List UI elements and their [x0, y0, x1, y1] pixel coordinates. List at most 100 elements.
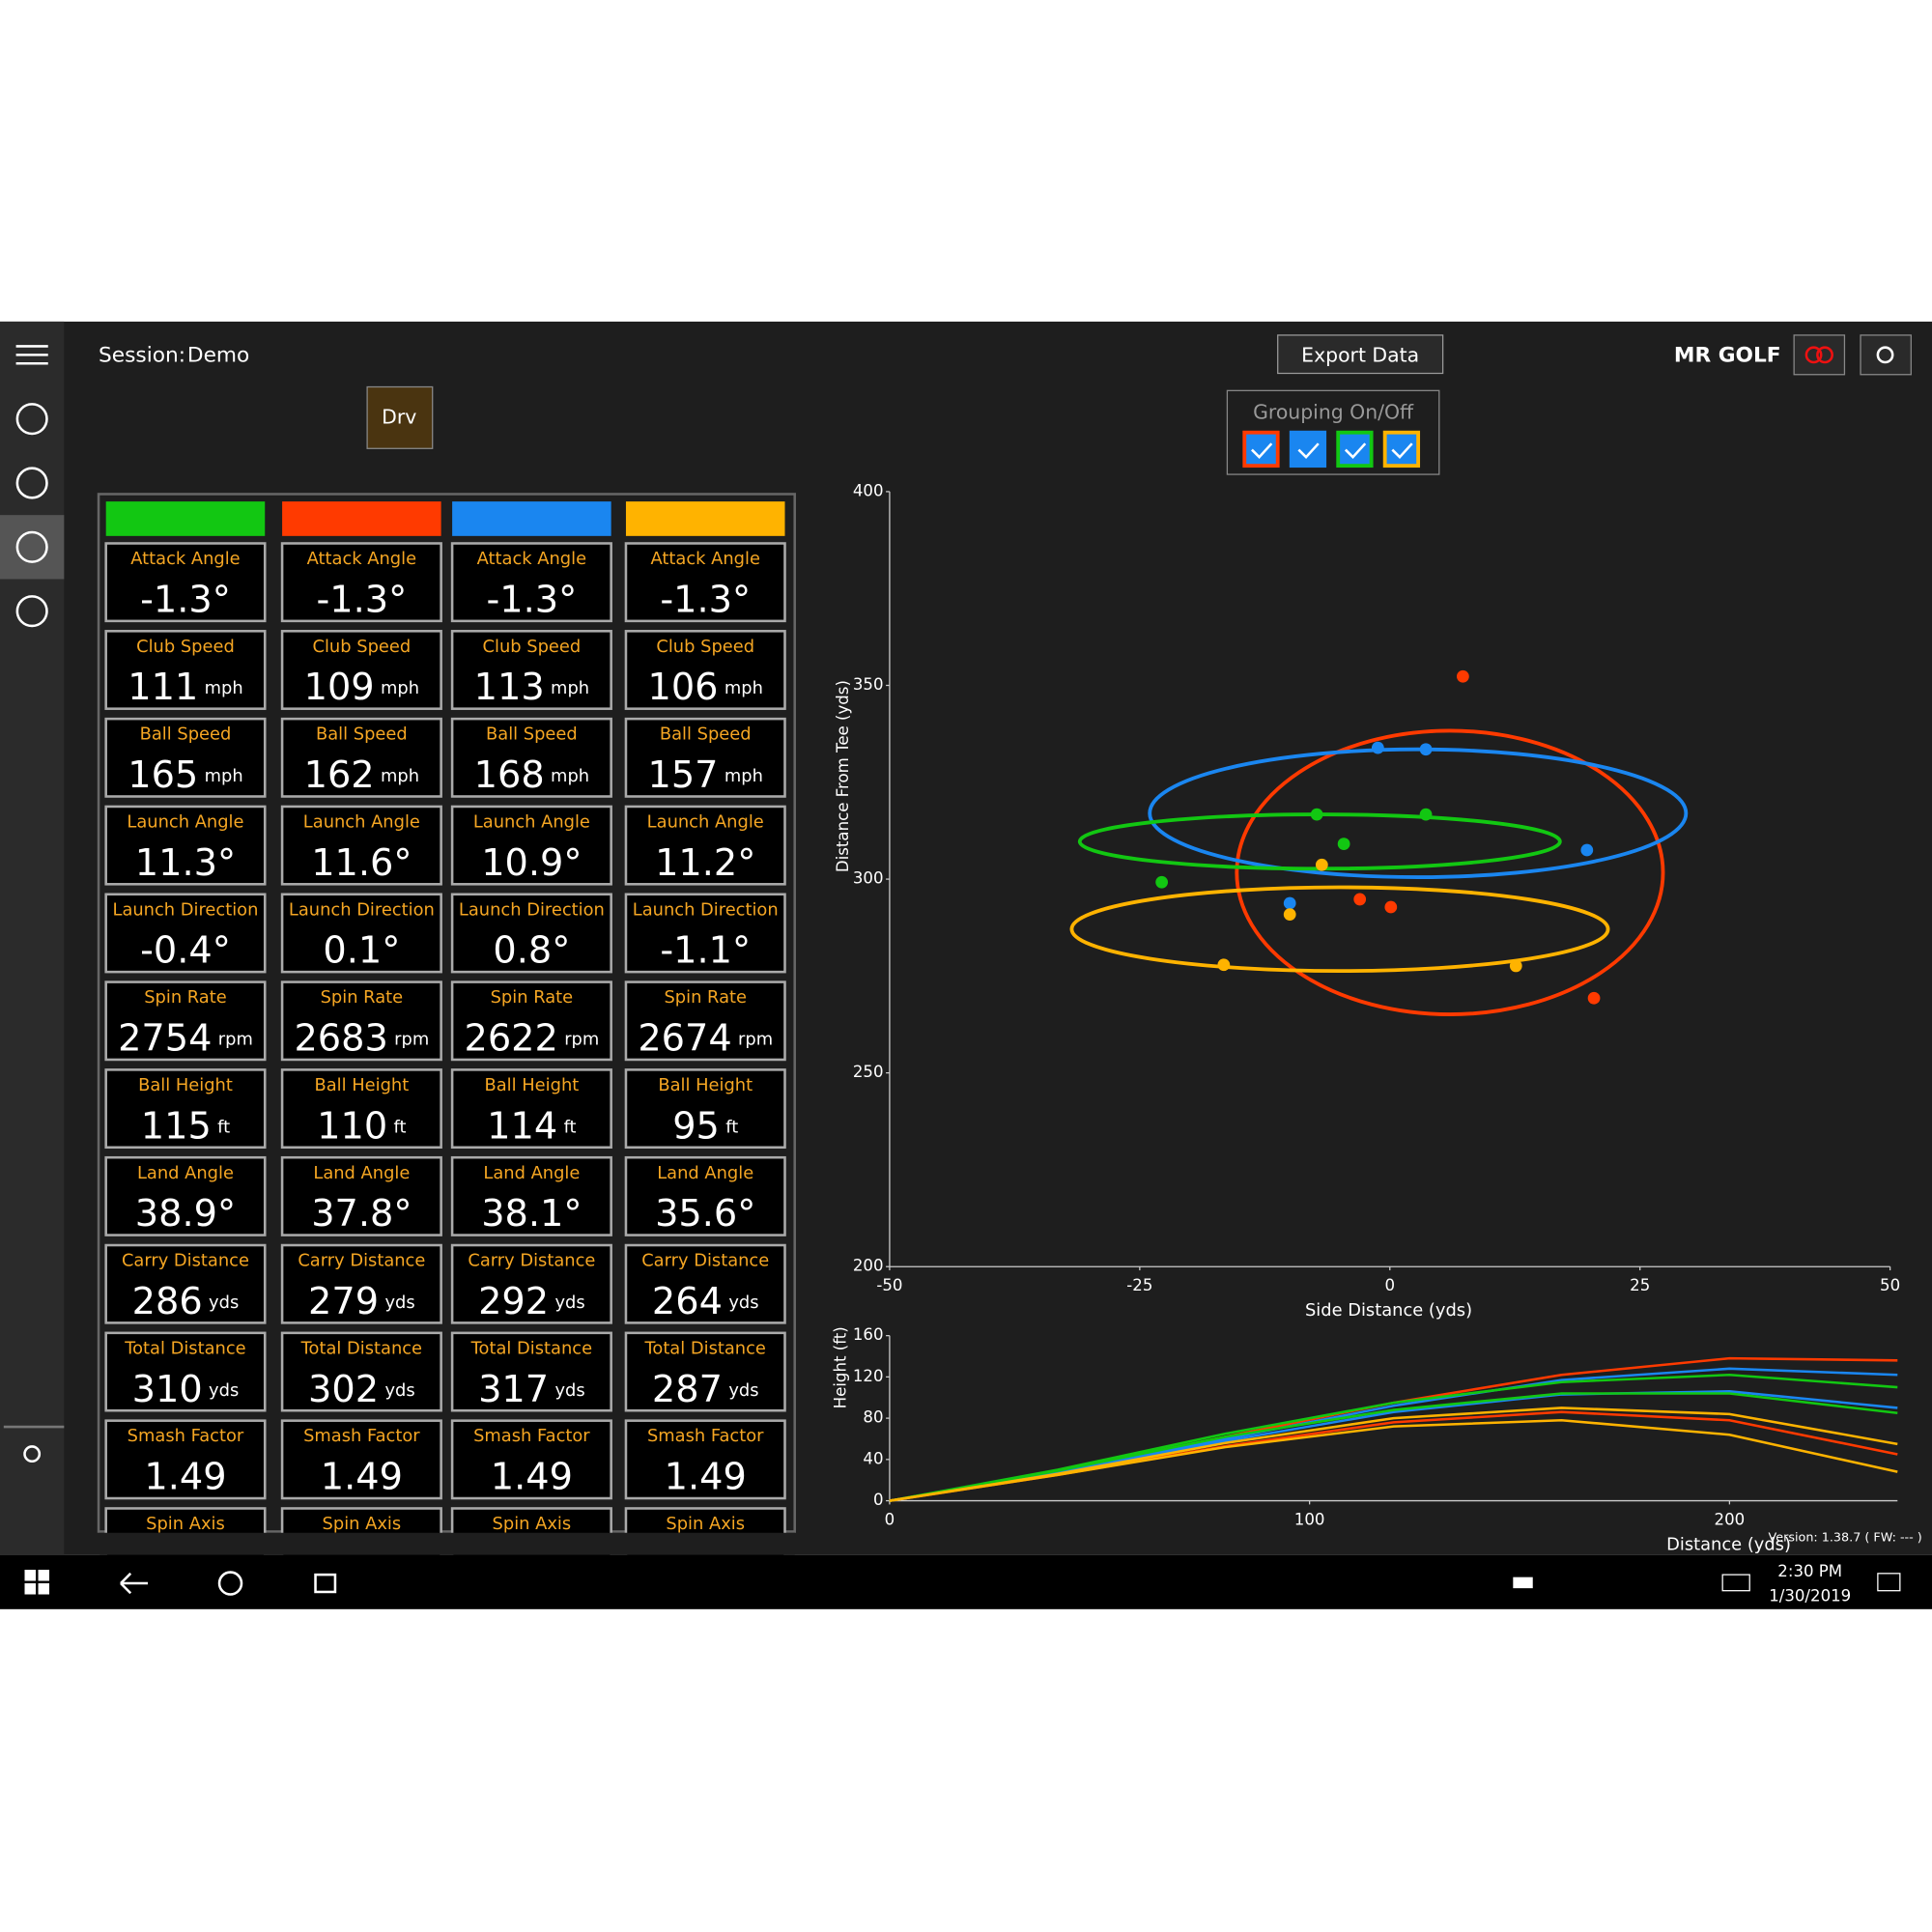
metric-cell	[450, 1243, 612, 1324]
metric-label: Spin Axis	[493, 1514, 572, 1534]
y-axis-label: Height (ft)	[832, 1326, 850, 1408]
metric-label: Land Angle	[313, 1163, 410, 1183]
metric-value: 168 mph	[474, 753, 589, 797]
metric-value: -1.3°	[660, 578, 751, 621]
metric-label: Spin Rate	[144, 987, 227, 1008]
metric-value: 106 mph	[648, 666, 763, 709]
metric-label: Spin Axis	[146, 1514, 225, 1534]
metric-value: 35.6°	[655, 1192, 755, 1236]
metric-label: Launch Angle	[647, 812, 764, 833]
taskview-icon[interactable]	[314, 1573, 337, 1594]
value: -1.3°	[316, 578, 407, 621]
group-checkbox[interactable]	[1242, 430, 1280, 469]
nav-icon[interactable]	[15, 403, 48, 436]
metric-value: -0.4°	[140, 928, 231, 972]
metric-cell	[450, 542, 612, 623]
value: 165	[128, 753, 198, 797]
metric-label: Launch Direction	[459, 899, 605, 920]
metric-cell	[450, 1068, 612, 1150]
shot-point	[1155, 875, 1169, 889]
notification-icon[interactable]	[1877, 1573, 1901, 1592]
value: 95	[672, 1104, 720, 1148]
metric-value: 2674 rpm	[638, 1016, 773, 1060]
unit: rpm	[564, 1030, 599, 1050]
unit: rpm	[218, 1030, 253, 1050]
export-button[interactable]	[1277, 334, 1444, 375]
menu-icon[interactable]	[15, 345, 48, 365]
group-checkbox[interactable]	[1382, 430, 1421, 469]
sidebar-active	[0, 515, 65, 580]
unit: ft	[725, 1117, 738, 1137]
y-tick-label: 160	[853, 1325, 884, 1344]
metric-value: 113 mph	[474, 666, 589, 709]
metric-value: 109 mph	[304, 666, 419, 709]
value: 37.8°	[311, 1192, 412, 1236]
metric-value: 287 yds	[652, 1367, 759, 1410]
metric-cell	[104, 630, 267, 710]
metric-label: Spin Axis	[323, 1514, 402, 1534]
group-checkbox[interactable]	[1289, 430, 1327, 469]
value: 2683	[294, 1016, 387, 1060]
metric-value: 279 yds	[308, 1279, 415, 1322]
value: 162	[304, 753, 375, 797]
metric-value: 302 yds	[308, 1367, 415, 1410]
settings-icon	[1876, 346, 1894, 364]
search-icon[interactable]	[217, 1571, 243, 1596]
player-color	[452, 501, 611, 536]
link-icon	[1816, 346, 1833, 364]
metric-label: Club Speed	[656, 637, 754, 657]
metric-value: 317 yds	[478, 1367, 585, 1410]
metric-label: Launch Direction	[113, 899, 259, 920]
metric-value: -1.3°	[486, 578, 577, 621]
metric-value: 0.8°	[493, 928, 570, 972]
brand: MR GOLF	[1674, 344, 1781, 368]
metric-value: 10.9°	[481, 840, 582, 884]
value: 292	[478, 1279, 549, 1322]
metric-cell	[280, 1155, 442, 1236]
x-tick-label: -25	[1126, 1276, 1152, 1294]
group-checkbox[interactable]	[1336, 430, 1374, 469]
metric-value: 2622 rpm	[464, 1016, 599, 1060]
metric-label: Ball Speed	[316, 724, 408, 745]
shot-point	[1580, 843, 1594, 857]
club-button[interactable]	[366, 385, 434, 449]
value: 11.2°	[655, 840, 755, 884]
metric-value: 2683 rpm	[294, 1016, 429, 1060]
users-icon[interactable]	[23, 1445, 42, 1463]
metric-cell	[450, 1331, 612, 1412]
shot-point	[1384, 900, 1398, 914]
metric-label: Spin Rate	[321, 987, 404, 1008]
keyboard-icon[interactable]	[1721, 1574, 1750, 1592]
metric-cell	[450, 980, 612, 1062]
link-button[interactable]	[1793, 334, 1846, 376]
metric-label: Total Distance	[124, 1338, 245, 1358]
metric-cell	[280, 1419, 442, 1500]
metric-cell	[280, 1331, 442, 1412]
value: 310	[132, 1367, 203, 1410]
unit: ft	[217, 1117, 230, 1137]
metric-cell	[104, 1068, 267, 1150]
player-color	[282, 501, 441, 536]
unit: mph	[724, 678, 763, 698]
metric-label: Carry Distance	[641, 1251, 769, 1271]
trajectory	[889, 1418, 1898, 1502]
value: 1.49	[144, 1455, 226, 1498]
check-mark	[1391, 442, 1413, 460]
back-icon[interactable]	[120, 1572, 149, 1595]
shot-point	[1217, 958, 1231, 972]
metric-value: 1.49	[665, 1455, 747, 1498]
unit: yds	[384, 1380, 414, 1401]
unit: mph	[381, 766, 419, 786]
nav-icon[interactable]	[15, 595, 48, 628]
shot-point	[1353, 893, 1367, 906]
value: 114	[487, 1104, 557, 1148]
metric-label: Ball Speed	[140, 724, 232, 745]
metric-cell	[624, 542, 786, 623]
shot-point	[1283, 896, 1296, 910]
unit: rpm	[738, 1030, 773, 1050]
settings-button[interactable]	[1860, 334, 1912, 376]
nav-icon[interactable]	[15, 467, 48, 499]
start-icon[interactable]	[24, 1570, 50, 1595]
nav-icon[interactable]	[15, 530, 48, 563]
metric-value: -1.1°	[660, 928, 751, 972]
